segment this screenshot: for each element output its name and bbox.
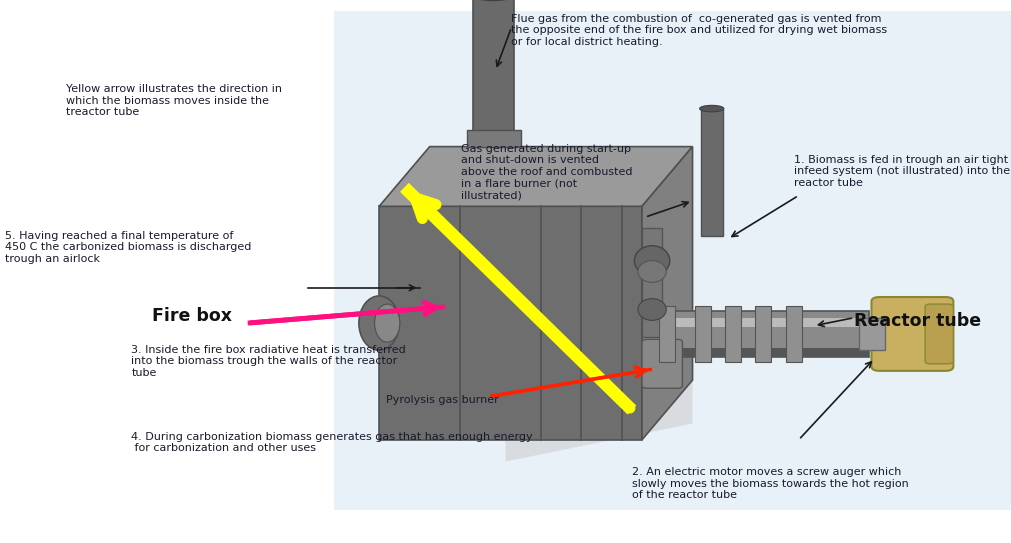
- Text: 2. An electric motor moves a screw auger which
slowly moves the biomass towards : 2. An electric motor moves a screw auger…: [632, 467, 909, 500]
- FancyBboxPatch shape: [334, 11, 1011, 510]
- Polygon shape: [379, 147, 693, 206]
- Polygon shape: [506, 380, 693, 462]
- Ellipse shape: [472, 0, 515, 1]
- Ellipse shape: [638, 299, 666, 320]
- Text: 3. Inside the fire box radiative heat is transferred
into the biomass trough the: 3. Inside the fire box radiative heat is…: [131, 345, 406, 378]
- Text: 4. During carbonization biomass generates gas that has enough energy
 for carbon: 4. During carbonization biomass generate…: [131, 432, 533, 453]
- Text: 5. Having reached a final temperature of
450 C the carbonized biomass is dischar: 5. Having reached a final temperature of…: [5, 231, 252, 264]
- FancyBboxPatch shape: [642, 339, 682, 388]
- FancyBboxPatch shape: [642, 348, 869, 357]
- Text: Gas generated during start-up
and shut-down is vented
above the roof and combust: Gas generated during start-up and shut-d…: [461, 144, 633, 200]
- Text: Pyrolysis gas burner: Pyrolysis gas burner: [386, 395, 499, 405]
- Ellipse shape: [638, 261, 666, 282]
- Text: Fire box: Fire box: [152, 307, 232, 325]
- Polygon shape: [473, 0, 514, 147]
- Text: 1. Biomass is fed in trough an air tight
infeed system (not illustrated) into th: 1. Biomass is fed in trough an air tight…: [794, 155, 1010, 188]
- FancyBboxPatch shape: [925, 304, 953, 364]
- Text: Flue gas from the combustion of  co-generated gas is vented from
the opposite en: Flue gas from the combustion of co-gener…: [511, 14, 887, 47]
- Ellipse shape: [700, 105, 724, 112]
- FancyBboxPatch shape: [755, 306, 771, 362]
- Polygon shape: [701, 109, 723, 236]
- FancyBboxPatch shape: [859, 318, 885, 350]
- Ellipse shape: [374, 304, 400, 342]
- FancyBboxPatch shape: [659, 306, 675, 362]
- Text: Reactor tube: Reactor tube: [854, 312, 982, 330]
- FancyBboxPatch shape: [695, 306, 711, 362]
- FancyBboxPatch shape: [642, 228, 662, 337]
- FancyBboxPatch shape: [871, 297, 953, 371]
- Polygon shape: [467, 130, 521, 147]
- FancyBboxPatch shape: [725, 306, 741, 362]
- Text: Yellow arrow illustrates the direction in
which the biomass moves inside the
tre: Yellow arrow illustrates the direction i…: [66, 84, 282, 117]
- FancyBboxPatch shape: [642, 318, 869, 327]
- Ellipse shape: [635, 245, 669, 275]
- FancyBboxPatch shape: [786, 306, 802, 362]
- Polygon shape: [642, 147, 693, 440]
- Polygon shape: [379, 206, 642, 440]
- Ellipse shape: [359, 296, 399, 350]
- FancyBboxPatch shape: [642, 311, 869, 357]
